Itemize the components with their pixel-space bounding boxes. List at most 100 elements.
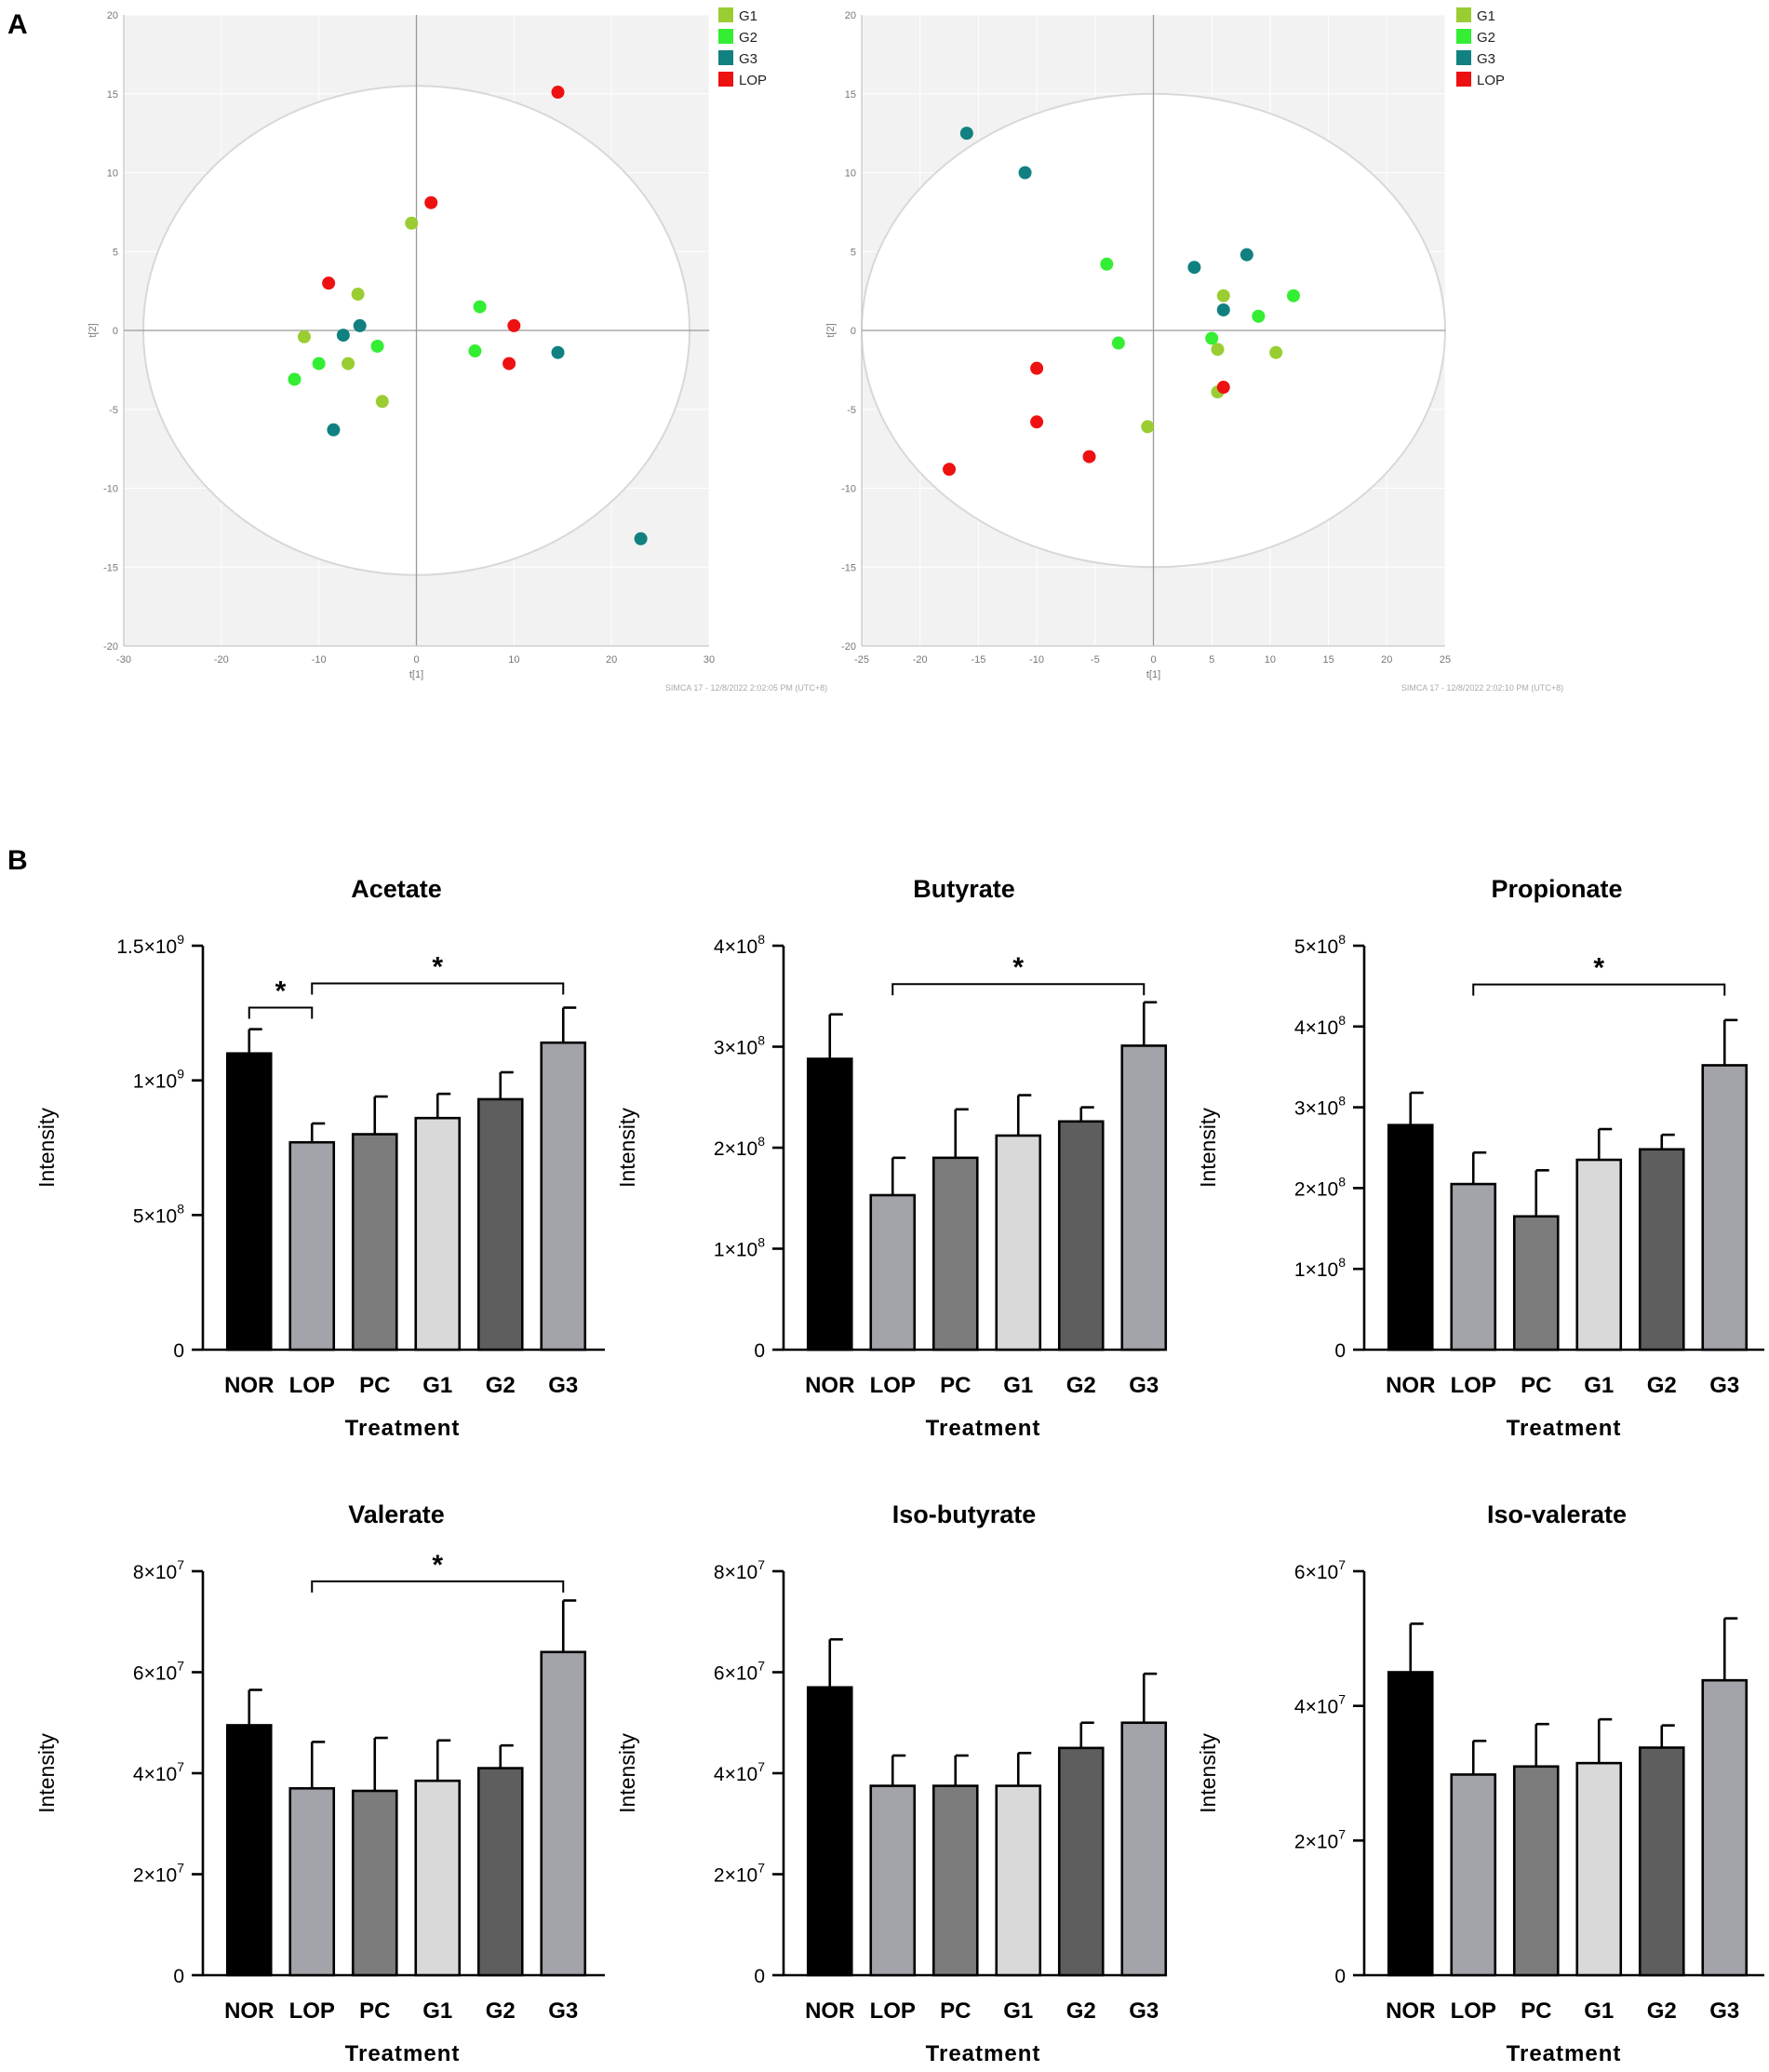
point-g2 xyxy=(1111,336,1125,350)
propionate-group: Propionate 0 1×108 2×108 3×108 4×108 5×108 Inte… xyxy=(1196,875,1764,1441)
legend-swatch-g2 xyxy=(1456,29,1471,44)
y-tick-label: 4×107 xyxy=(714,1759,765,1785)
y-tick-label: 2×108 xyxy=(1294,1174,1346,1200)
point-g1 xyxy=(1141,420,1155,434)
x-tick-label: G1 xyxy=(422,1998,452,2024)
software-watermark: SIMCA 17 - 12/8/2022 2:02:10 PM (UTC+8) xyxy=(1401,683,1563,693)
legend-label-lop: LOP xyxy=(1477,73,1505,88)
legend-swatch-g1 xyxy=(718,7,733,22)
legend-swatch-g3 xyxy=(1456,50,1471,65)
valerate-group: Valerate 0 2×107 4×107 6×107 8×107 Intensity NO… xyxy=(34,1500,605,2066)
bar-nor xyxy=(806,1057,853,1352)
point-g1 xyxy=(351,288,365,302)
point-lop xyxy=(503,357,516,370)
point-lop xyxy=(943,463,957,477)
x-tick-label: -30 xyxy=(116,654,131,666)
x-tick-label: G2 xyxy=(486,1998,516,2024)
point-g2 xyxy=(1100,257,1114,271)
y-axis-label: t[2] xyxy=(825,323,837,337)
x-tick-label: 5 xyxy=(1209,654,1214,666)
significance-marker: * xyxy=(432,1550,443,1581)
x-tick-label: G1 xyxy=(422,1373,452,1398)
significance-marker: * xyxy=(1593,953,1604,984)
y-tick-label: 6×107 xyxy=(133,1659,184,1685)
bar-g3 xyxy=(1701,1678,1749,1977)
y-tick-label: 2×107 xyxy=(714,1861,765,1887)
y-tick-label: 2×107 xyxy=(133,1861,184,1887)
x-tick-label: LOP xyxy=(289,1373,335,1398)
x-tick-label: -10 xyxy=(1029,654,1044,666)
chart-title: Acetate xyxy=(351,875,442,903)
butyrate-group: Butyrate 0 1×108 2×108 3×108 4×108 Intensity NO… xyxy=(615,875,1168,1441)
x-axis-label: Treatment xyxy=(926,2041,1041,2066)
y-tick-label: -10 xyxy=(841,484,856,495)
x-tick-label: -20 xyxy=(214,654,229,666)
bar-pc xyxy=(351,1789,398,1977)
chart-title: Valerate xyxy=(348,1500,445,1528)
x-tick-label: LOP xyxy=(1451,1373,1496,1398)
bar-pc xyxy=(351,1133,398,1352)
bar-g1 xyxy=(995,1784,1042,1977)
x-tick-label: G3 xyxy=(1129,1998,1159,2024)
bar-lop xyxy=(1450,1182,1497,1352)
bar-lop xyxy=(288,1140,336,1352)
x-axis-label: Treatment xyxy=(1507,2041,1622,2066)
x-tick-label: G2 xyxy=(1066,1373,1096,1398)
x-tick-label: 15 xyxy=(1322,654,1333,666)
point-g3 xyxy=(634,531,648,545)
y-tick-label: 5×108 xyxy=(1294,932,1346,958)
y-tick-label: 15 xyxy=(107,89,118,101)
significance-bracket xyxy=(311,1580,565,1593)
bar-pc xyxy=(931,1784,979,1977)
bar-lop xyxy=(869,1784,917,1977)
bar-pc xyxy=(1512,1215,1560,1352)
y-axis-label: Intensity xyxy=(1196,1733,1220,1813)
point-lop xyxy=(551,86,565,100)
significance-bracket xyxy=(1472,983,1726,996)
y-tick-label: 5×108 xyxy=(133,1201,184,1227)
y-tick-label: 0 xyxy=(173,1966,184,1987)
x-tick-label: G1 xyxy=(1003,1998,1033,2024)
x-axis-label: Treatment xyxy=(926,1416,1041,1441)
point-g1 xyxy=(342,357,355,370)
significance-bracket xyxy=(248,1006,314,1019)
significance-marker: * xyxy=(275,976,287,1007)
y-tick-label: 2×108 xyxy=(714,1134,765,1160)
bar-g3 xyxy=(540,1041,587,1352)
point-g2 xyxy=(1286,289,1300,303)
point-g2 xyxy=(1205,331,1219,345)
iso-valerate-group: Iso-valerate 0 2×107 4×107 6×107 Intensity NOR… xyxy=(1196,1500,1764,2066)
x-tick-label: PC xyxy=(359,1998,390,2024)
x-axis-label: Treatment xyxy=(345,1416,461,1441)
x-tick-label: NOR xyxy=(1386,1998,1435,2024)
x-tick-label: NOR xyxy=(805,1998,854,2024)
bar-g1 xyxy=(414,1779,462,1977)
y-tick-label: 8×107 xyxy=(133,1557,184,1583)
x-tick-label: NOR xyxy=(224,1998,274,2024)
y-tick-label: 0 xyxy=(113,326,118,337)
bar-g2 xyxy=(1638,1148,1685,1352)
point-g2 xyxy=(1252,309,1266,323)
chart-title: Propionate xyxy=(1491,875,1622,903)
point-lop xyxy=(1216,381,1230,395)
x-tick-label: -10 xyxy=(312,654,327,666)
significance-marker: * xyxy=(1012,952,1024,983)
bar-g2 xyxy=(1057,1120,1105,1352)
bar-pc xyxy=(931,1156,979,1352)
y-tick-label: 1×109 xyxy=(133,1067,184,1093)
bar-g2 xyxy=(476,1767,524,1977)
point-lop xyxy=(1030,415,1044,429)
x-tick-label: PC xyxy=(1521,1998,1551,2024)
x-tick-label: G2 xyxy=(486,1373,516,1398)
y-axis-label: Intensity xyxy=(34,1108,59,1188)
chart-title: Butyrate xyxy=(913,875,1015,903)
x-tick-label: 10 xyxy=(1265,654,1276,666)
y-tick-label: 4×107 xyxy=(1294,1692,1346,1718)
legend-label-g1: G1 xyxy=(1477,8,1495,24)
legend-label-g3: G3 xyxy=(1477,51,1495,67)
y-axis-label: Intensity xyxy=(615,1733,639,1813)
y-tick-label: -20 xyxy=(103,641,118,653)
y-tick-label: 10 xyxy=(845,168,856,180)
y-tick-label: 0 xyxy=(1334,1340,1346,1362)
